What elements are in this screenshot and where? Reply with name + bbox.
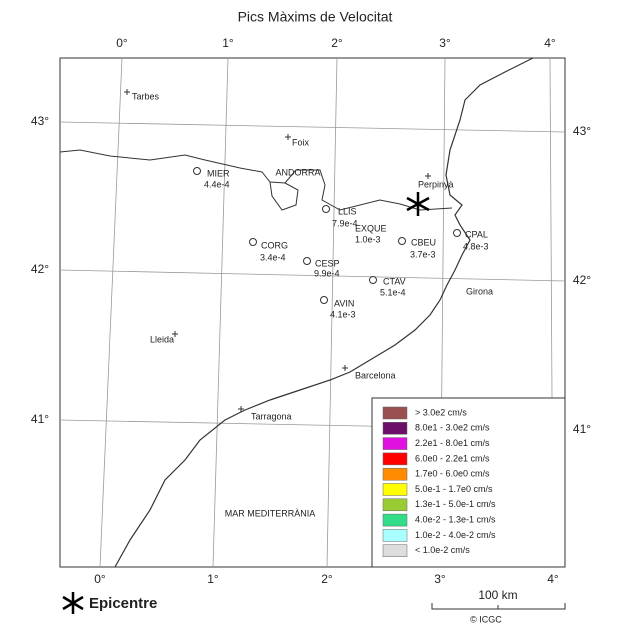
station-name: EXQUE: [355, 223, 387, 233]
station-marker: [453, 229, 461, 237]
legend-swatch: [382, 544, 408, 557]
station-marker: [369, 276, 377, 284]
legend-swatch: [382, 498, 408, 512]
lon-label: 2°: [331, 36, 343, 50]
lon-label: 0°: [116, 36, 128, 50]
legend-label: 1.0e-2 - 4.0e-2 cm/s: [415, 530, 496, 540]
place-label: Perpinyà: [418, 179, 454, 189]
legend-label: > 3.0e2 cm/s: [415, 407, 467, 417]
station-value: 7.9e-4: [332, 218, 358, 228]
station-value: 9.9e-4: [314, 268, 340, 278]
lat-label: 42°: [573, 273, 591, 287]
scale-label: 100 km: [478, 588, 517, 602]
epicentre-label: Epicentre: [89, 595, 157, 612]
place-marker: [285, 134, 291, 140]
station-name: CPAL: [465, 229, 488, 239]
legend-swatch: [382, 513, 408, 527]
lat-label: 41°: [573, 422, 591, 436]
place-label: Tarragona: [251, 411, 292, 421]
legend-swatch: [382, 529, 408, 542]
place-label: Tarbes: [132, 91, 160, 101]
coastline: [114, 57, 534, 568]
station-name: CORG: [261, 240, 288, 250]
place-label: ANDORRA: [275, 167, 320, 177]
lon-label: 2°: [321, 572, 333, 586]
station-value: 4.1e-3: [330, 309, 356, 319]
station-marker: [322, 205, 330, 213]
place-marker: [342, 365, 348, 371]
lat-label: 43°: [31, 114, 49, 128]
legend-label: 2.2e1 - 8.0e1 cm/s: [415, 438, 490, 448]
station-name: CBEU: [411, 237, 436, 247]
epicentre-key: [62, 592, 84, 614]
legend-label: 8.0e1 - 3.0e2 cm/s: [415, 423, 490, 433]
lat-label: 43°: [573, 124, 591, 138]
station-name: MIER: [207, 168, 230, 178]
map-title: Pics Màxims de Velocitat: [238, 9, 393, 25]
station-value: 5.1e-4: [380, 287, 406, 297]
place-label: Barcelona: [355, 370, 396, 380]
place-marker: [124, 89, 130, 95]
legend-label: 1.3e-1 - 5.0e-1 cm/s: [415, 499, 496, 509]
place-label: Girona: [466, 286, 493, 296]
legend-label: 6.0e0 - 2.2e1 cm/s: [415, 453, 490, 463]
epicentre-marker: [406, 192, 430, 216]
lon-label: 3°: [434, 572, 446, 586]
lon-label: 0°: [94, 572, 106, 586]
lon-label: 3°: [439, 36, 451, 50]
legend-label: 5.0e-1 - 1.7e0 cm/s: [415, 484, 493, 494]
station-value: 4.4e-4: [204, 179, 230, 189]
lon-label: 4°: [547, 572, 559, 586]
lon-label: 1°: [207, 572, 219, 586]
station-marker: [193, 167, 201, 175]
credit: © ICGC: [470, 614, 502, 624]
place-label: Foix: [292, 137, 310, 147]
legend-swatch: [382, 437, 408, 450]
legend-swatch: [382, 422, 408, 435]
lat-label: 41°: [31, 412, 49, 426]
lat-label: 42°: [31, 262, 49, 276]
legend-swatch: [382, 406, 408, 420]
place-marker: [425, 173, 431, 179]
place-label: Lleida: [150, 334, 174, 344]
station-name: CESP: [315, 258, 340, 268]
legend-swatch: [382, 467, 408, 481]
legend-swatch: [382, 452, 408, 466]
station-value: 3.4e-4: [260, 252, 286, 262]
scale-bar: [431, 603, 566, 610]
station-value: 1.0e-3: [355, 234, 381, 244]
station-name: AVIN: [334, 298, 354, 308]
legend-swatch: [382, 483, 408, 496]
station-value: 4.8e-3: [463, 241, 489, 251]
andorra-border: [269, 181, 299, 211]
legend-label: 1.7e0 - 6.0e0 cm/s: [415, 469, 490, 479]
legend-label: 4.0e-2 - 1.3e-1 cm/s: [415, 514, 496, 524]
place-label: MAR MEDITERRÀNIA: [225, 508, 316, 518]
station-name: CTAV: [383, 276, 406, 286]
lon-label: 4°: [544, 36, 556, 50]
station-marker: [249, 238, 257, 246]
station-marker: [303, 257, 311, 265]
legend-label: < 1.0e-2 cm/s: [415, 545, 470, 555]
place-marker: [172, 331, 178, 337]
station-value: 3.7e-3: [410, 249, 436, 259]
graticule: [59, 57, 566, 568]
station-marker: [398, 237, 406, 245]
station-name: LLIS: [338, 206, 357, 216]
station-marker: [320, 296, 328, 304]
place-marker: [238, 406, 244, 412]
lon-label: 1°: [222, 36, 234, 50]
